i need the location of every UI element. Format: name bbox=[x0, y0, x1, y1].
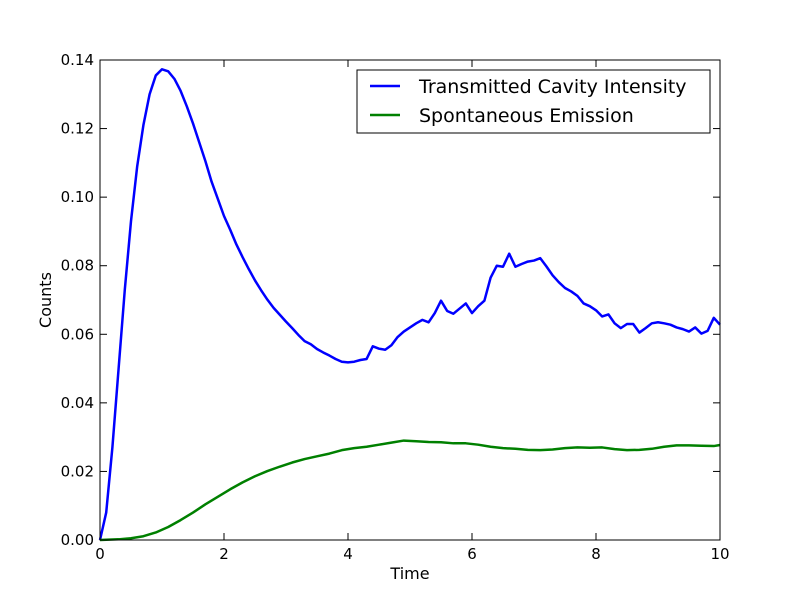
y-tick-label: 0.06 bbox=[61, 325, 94, 343]
legend-label-spontaneous-emission: Spontaneous Emission bbox=[419, 105, 634, 127]
legend-label-transmitted-cavity-intensity: Transmitted Cavity Intensity bbox=[418, 76, 687, 98]
y-tick-label: 0.08 bbox=[61, 257, 94, 275]
y-tick-label: 0.12 bbox=[61, 120, 94, 138]
series-line-transmitted-cavity-intensity bbox=[98, 68, 721, 541]
x-tick-label: 0 bbox=[95, 545, 105, 563]
x-tick-label: 6 bbox=[467, 545, 477, 563]
y-tick-label: 0.14 bbox=[61, 51, 94, 69]
series-layer bbox=[98, 68, 721, 542]
x-tick-label: 10 bbox=[710, 545, 729, 563]
legend-box bbox=[356, 69, 711, 134]
x-tick-label: 4 bbox=[343, 545, 353, 563]
plot-frame bbox=[99, 59, 721, 541]
x-tick-label: 8 bbox=[591, 545, 601, 563]
legend: Transmitted Cavity Intensity Spontaneous… bbox=[356, 69, 711, 134]
y-tick-label: 0.02 bbox=[61, 462, 94, 480]
y-tick-label: 0.10 bbox=[61, 188, 94, 206]
y-tick-label: 0.00 bbox=[61, 531, 94, 549]
x-axis-label: Time bbox=[389, 564, 429, 583]
y-tick-label: 0.04 bbox=[61, 394, 94, 412]
x-tick-label: 2 bbox=[219, 545, 229, 563]
y-axis-label: Counts bbox=[36, 272, 55, 328]
series-line-spontaneous-emission bbox=[99, 439, 721, 542]
ticks-layer: 0 2 4 6 8 10 0.00 0.02 0.04 0.06 0.08 0.10 0.12 0.14 bbox=[61, 51, 730, 563]
